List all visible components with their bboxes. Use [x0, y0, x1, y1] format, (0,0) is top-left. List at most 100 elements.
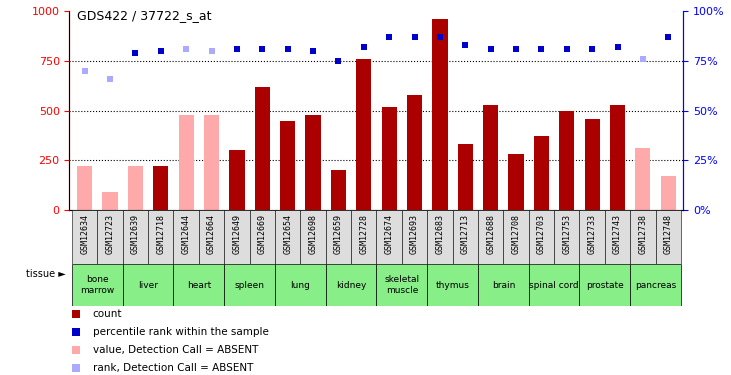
Bar [402, 210, 427, 264]
Bar [275, 264, 326, 306]
Text: kidney: kidney [336, 280, 366, 290]
Bar [326, 210, 351, 264]
Text: GSM12748: GSM12748 [664, 214, 673, 254]
Bar [199, 210, 224, 264]
Text: thymus: thymus [436, 280, 469, 290]
Bar [630, 210, 656, 264]
Bar [534, 136, 549, 210]
Text: brain: brain [492, 280, 515, 290]
Bar [529, 210, 554, 264]
Bar [508, 154, 523, 210]
Bar [656, 210, 681, 264]
Bar [452, 210, 478, 264]
Bar [610, 105, 625, 210]
Text: GDS422 / 37722_s_at: GDS422 / 37722_s_at [77, 9, 211, 22]
Text: GSM12649: GSM12649 [232, 214, 241, 254]
Text: GSM12688: GSM12688 [486, 214, 495, 254]
Text: GSM12683: GSM12683 [436, 214, 444, 254]
Bar [173, 210, 199, 264]
Bar [97, 210, 123, 264]
Text: GSM12669: GSM12669 [258, 214, 267, 254]
Bar [72, 264, 123, 306]
Text: GSM12723: GSM12723 [105, 214, 115, 254]
Bar [331, 170, 346, 210]
Text: count: count [93, 309, 122, 319]
Bar [224, 210, 249, 264]
Text: GSM12644: GSM12644 [182, 214, 191, 254]
Text: GSM12654: GSM12654 [283, 214, 292, 254]
Bar [483, 105, 499, 210]
Text: GSM12743: GSM12743 [613, 214, 622, 254]
Bar [154, 166, 168, 210]
Bar [102, 192, 118, 210]
Bar [77, 166, 92, 210]
Bar [306, 115, 321, 210]
Bar [178, 115, 194, 210]
Text: GSM12738: GSM12738 [638, 214, 648, 254]
Bar [580, 264, 630, 306]
Bar [382, 106, 397, 210]
Bar [504, 210, 529, 264]
Bar [351, 210, 376, 264]
Bar [300, 210, 326, 264]
Bar [478, 210, 504, 264]
Text: prostate: prostate [586, 280, 624, 290]
Text: GSM12693: GSM12693 [410, 214, 419, 254]
Text: GSM12698: GSM12698 [308, 214, 317, 254]
Bar [559, 111, 575, 210]
Text: GSM12703: GSM12703 [537, 214, 546, 254]
Bar [376, 264, 427, 306]
Bar [661, 176, 676, 210]
Bar [585, 118, 599, 210]
Text: GSM12713: GSM12713 [461, 214, 470, 254]
Bar [407, 95, 422, 210]
Bar [173, 264, 224, 306]
Bar [326, 264, 376, 306]
Bar [254, 87, 270, 210]
Bar [224, 264, 275, 306]
Bar [123, 210, 148, 264]
Bar [249, 210, 275, 264]
Text: liver: liver [138, 280, 158, 290]
Bar [554, 210, 580, 264]
Text: lung: lung [290, 280, 310, 290]
Bar [204, 115, 219, 210]
Text: GSM12674: GSM12674 [385, 214, 394, 254]
Text: GSM12753: GSM12753 [562, 214, 571, 254]
Text: GSM12728: GSM12728 [359, 214, 368, 254]
Bar [432, 19, 447, 210]
Text: spleen: spleen [235, 280, 265, 290]
Text: GSM12733: GSM12733 [588, 214, 596, 254]
Bar [280, 121, 295, 210]
Bar [529, 264, 580, 306]
Bar [635, 148, 651, 210]
Bar [148, 210, 173, 264]
Text: bone
marrow: bone marrow [80, 275, 115, 295]
Text: GSM12708: GSM12708 [512, 214, 520, 254]
Text: spinal cord: spinal cord [529, 280, 579, 290]
Text: heart: heart [186, 280, 211, 290]
Bar [427, 264, 478, 306]
Bar [123, 264, 173, 306]
Text: skeletal
muscle: skeletal muscle [385, 275, 420, 295]
Bar [605, 210, 630, 264]
Bar [630, 264, 681, 306]
Text: rank, Detection Call = ABSENT: rank, Detection Call = ABSENT [93, 363, 253, 373]
Bar [427, 210, 452, 264]
Text: GSM12718: GSM12718 [156, 214, 165, 254]
Text: GSM12659: GSM12659 [334, 214, 343, 254]
Text: GSM12634: GSM12634 [80, 214, 89, 254]
Text: GSM12664: GSM12664 [207, 214, 216, 254]
Text: GSM12639: GSM12639 [131, 214, 140, 254]
Bar [128, 166, 143, 210]
Bar [376, 210, 402, 264]
Bar [478, 264, 529, 306]
Bar [356, 59, 371, 210]
Text: percentile rank within the sample: percentile rank within the sample [93, 327, 269, 337]
Bar [275, 210, 300, 264]
Text: tissue ►: tissue ► [26, 269, 66, 279]
Bar [458, 144, 473, 210]
Bar [580, 210, 605, 264]
Bar [72, 210, 97, 264]
Bar [230, 150, 245, 210]
